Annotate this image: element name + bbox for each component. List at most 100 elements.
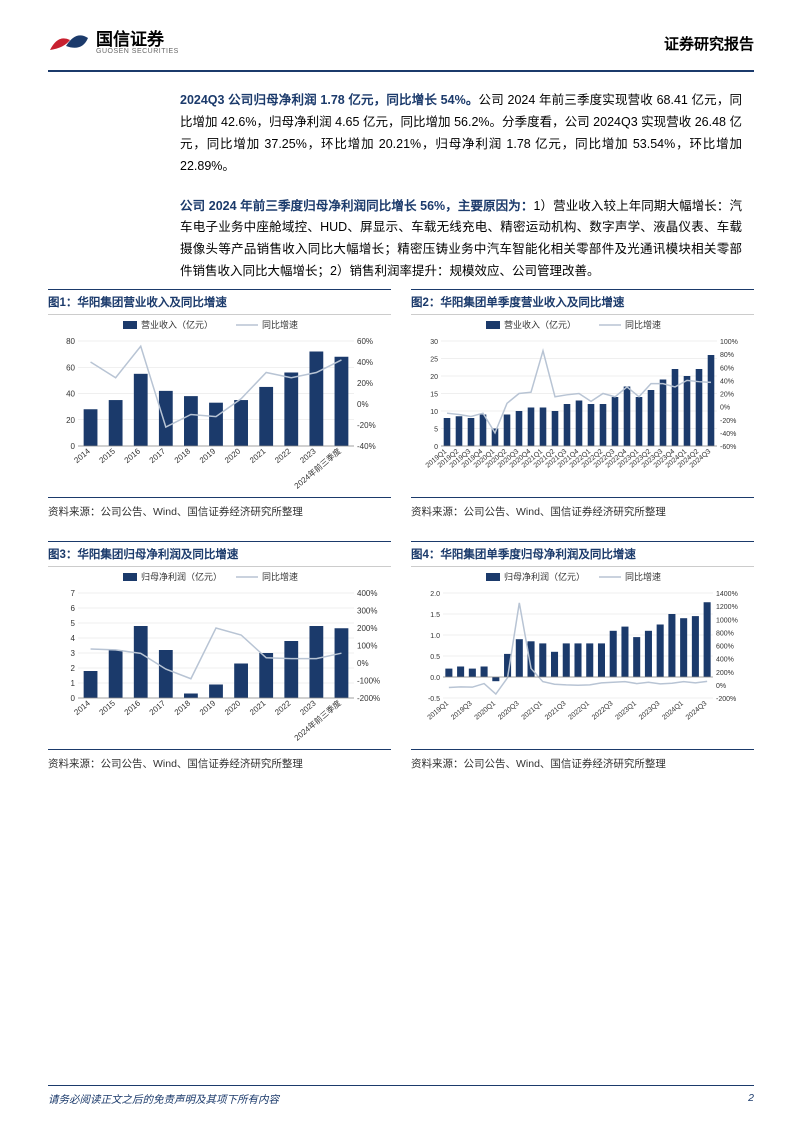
svg-text:-20%: -20% [720, 418, 736, 425]
svg-text:-20%: -20% [357, 421, 376, 430]
svg-text:25: 25 [430, 357, 438, 364]
svg-text:同比增速: 同比增速 [262, 319, 298, 330]
p1-lead: 2024Q3 公司归母净利润 1.78 亿元，同比增长 54%。 [180, 93, 479, 107]
svg-text:0%: 0% [716, 683, 726, 690]
chart-3-title: 图3：华阳集团归母净利润及同比增速 [48, 541, 391, 567]
svg-text:-40%: -40% [357, 442, 376, 451]
svg-text:2024Q3: 2024Q3 [685, 700, 709, 721]
chart-4-source: 资料来源：公司公告、Wind、国信证券经济研究所整理 [411, 750, 754, 783]
svg-text:2021: 2021 [248, 698, 268, 717]
svg-text:0: 0 [434, 444, 438, 451]
svg-text:2015: 2015 [98, 698, 118, 717]
footer-rule [48, 1085, 754, 1086]
svg-text:0: 0 [71, 442, 76, 451]
svg-text:营业收入（亿元）: 营业收入（亿元） [504, 319, 576, 330]
svg-text:20: 20 [430, 374, 438, 381]
svg-text:6: 6 [71, 604, 76, 613]
company-name-cn: 国信证券 [96, 31, 179, 48]
svg-text:2022: 2022 [273, 698, 293, 717]
chart-3-source: 资料来源：公司公告、Wind、国信证券经济研究所整理 [48, 750, 391, 783]
chart-4-block: 图4：华阳集团单季度归母净利润及同比增速 归母净利润（亿元）同比增速-0.50.… [411, 541, 754, 783]
page-number: 2 [748, 1092, 754, 1107]
p2-lead: 公司 2024 年前三季度归母净利润同比增长 56%，主要原因为： [180, 199, 533, 213]
svg-text:2024年前三季度: 2024年前三季度 [292, 446, 343, 490]
svg-text:-200%: -200% [357, 694, 380, 703]
chart-4-svg: 归母净利润（亿元）同比增速-0.50.00.51.01.52.0-200%0%2… [411, 567, 751, 742]
svg-text:800%: 800% [716, 630, 734, 637]
svg-text:2.0: 2.0 [430, 591, 440, 598]
svg-text:40%: 40% [720, 378, 734, 385]
svg-text:2021Q1: 2021Q1 [520, 700, 544, 721]
svg-text:40%: 40% [357, 358, 373, 367]
svg-text:营业收入（亿元）: 营业收入（亿元） [141, 319, 213, 330]
svg-text:0.0: 0.0 [430, 675, 440, 682]
svg-text:1400%: 1400% [716, 591, 738, 598]
svg-text:7: 7 [71, 589, 76, 598]
svg-text:2016: 2016 [123, 698, 143, 717]
chart-1-source: 资料来源：公司公告、Wind、国信证券经济研究所整理 [48, 498, 391, 531]
svg-text:80: 80 [66, 337, 75, 346]
svg-text:0%: 0% [357, 659, 369, 668]
svg-text:2017: 2017 [148, 698, 168, 717]
svg-text:600%: 600% [716, 644, 734, 651]
svg-text:2014: 2014 [72, 698, 92, 717]
svg-text:2024Q1: 2024Q1 [661, 700, 685, 721]
svg-text:20: 20 [66, 416, 75, 425]
svg-text:2020: 2020 [223, 698, 243, 717]
svg-text:2020Q1: 2020Q1 [474, 700, 498, 721]
svg-text:100%: 100% [720, 339, 738, 346]
svg-text:0%: 0% [720, 405, 730, 412]
header-rule [48, 70, 754, 72]
svg-text:1: 1 [71, 679, 76, 688]
svg-text:-100%: -100% [357, 677, 380, 686]
svg-text:归母净利润（亿元）: 归母净利润（亿元） [504, 571, 585, 582]
page-footer: 请务必阅读正文之后的免责声明及其项下所有内容 2 [48, 1085, 754, 1107]
svg-text:同比增速: 同比增速 [262, 571, 298, 582]
svg-text:10: 10 [430, 409, 438, 416]
svg-text:-0.5: -0.5 [428, 696, 440, 703]
svg-text:2019: 2019 [198, 446, 218, 465]
svg-text:2020Q3: 2020Q3 [497, 700, 521, 721]
svg-text:0: 0 [71, 694, 76, 703]
svg-text:2023Q1: 2023Q1 [614, 700, 638, 721]
page-header: 国信证券 GUOSEN SECURITIES 证券研究报告 [0, 0, 802, 66]
svg-text:1000%: 1000% [716, 617, 738, 624]
company-name-en: GUOSEN SECURITIES [96, 48, 179, 55]
svg-text:1.5: 1.5 [430, 612, 440, 619]
guosen-logo-icon [48, 28, 90, 58]
svg-text:15: 15 [430, 392, 438, 399]
svg-text:60: 60 [66, 363, 75, 372]
svg-text:400%: 400% [357, 589, 377, 598]
svg-text:2018: 2018 [173, 446, 193, 465]
chart-1-block: 图1：华阳集团营业收入及同比增速 营业收入（亿元）同比增速020406080-4… [48, 289, 391, 531]
svg-text:2019Q3: 2019Q3 [450, 700, 474, 721]
svg-text:40: 40 [66, 390, 75, 399]
chart-1-svg: 营业收入（亿元）同比增速020406080-40%-20%0%20%40%60%… [48, 315, 388, 490]
svg-text:60%: 60% [720, 365, 734, 372]
footer-disclaimer: 请务必阅读正文之后的免责声明及其项下所有内容 [48, 1092, 279, 1107]
svg-text:2024年前三季度: 2024年前三季度 [292, 698, 343, 742]
company-logo: 国信证券 GUOSEN SECURITIES [48, 28, 179, 58]
svg-text:200%: 200% [716, 670, 734, 677]
svg-text:2023: 2023 [298, 698, 318, 717]
svg-text:2019: 2019 [198, 698, 218, 717]
svg-text:300%: 300% [357, 607, 377, 616]
svg-text:200%: 200% [357, 624, 377, 633]
paragraph-1: 2024Q3 公司归母净利润 1.78 亿元，同比增长 54%。公司 2024 … [180, 90, 742, 178]
chart-2-title: 图2：华阳集团单季度营业收入及同比增速 [411, 289, 754, 315]
svg-text:-40%: -40% [720, 431, 736, 438]
svg-text:2015: 2015 [98, 446, 118, 465]
svg-text:2: 2 [71, 664, 76, 673]
svg-text:60%: 60% [357, 337, 373, 346]
svg-text:1200%: 1200% [716, 604, 738, 611]
svg-text:2016: 2016 [123, 446, 143, 465]
chart-2-svg: 营业收入（亿元）同比增速051015202530-60%-40%-20%0%20… [411, 315, 751, 490]
svg-text:-200%: -200% [716, 696, 736, 703]
svg-text:4: 4 [71, 634, 76, 643]
svg-text:2022: 2022 [273, 446, 293, 465]
svg-text:30: 30 [430, 339, 438, 346]
svg-text:2021: 2021 [248, 446, 268, 465]
svg-text:2017: 2017 [148, 446, 168, 465]
report-type-label: 证券研究报告 [664, 33, 754, 54]
chart-3-block: 图3：华阳集团归母净利润及同比增速 归母净利润（亿元）同比增速01234567-… [48, 541, 391, 783]
